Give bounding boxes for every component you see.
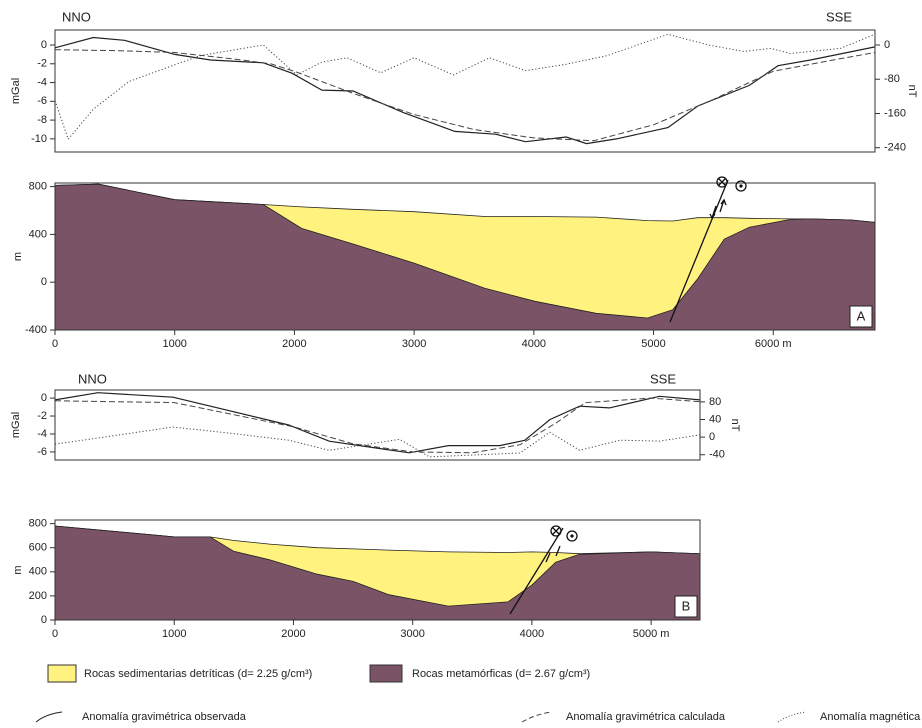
y2-tick-label: 80 bbox=[709, 396, 721, 408]
y-axis-label: mGal bbox=[10, 78, 22, 104]
series-line bbox=[54, 33, 876, 141]
y2-tick-label: -240 bbox=[884, 142, 906, 154]
legend-line bbox=[35, 711, 63, 723]
y-tick-label: -2 bbox=[37, 410, 47, 422]
panel-label: B bbox=[682, 598, 691, 613]
legend-label: Rocas metamórficas (d= 2.67 g/cm³) bbox=[412, 668, 590, 680]
x-tick-label: 4000 bbox=[520, 628, 544, 640]
plot-frame bbox=[54, 182, 876, 331]
legend-swatch bbox=[47, 664, 77, 683]
y-axis-label: m bbox=[12, 252, 24, 261]
x-tick-label: 6000 m bbox=[755, 338, 792, 350]
y-tick-label: 400 bbox=[29, 228, 47, 240]
x-tick-label: 3000 bbox=[400, 628, 424, 640]
x-tick-label: 1000 bbox=[162, 628, 186, 640]
series-line bbox=[54, 36, 876, 145]
x-tick-label: 0 bbox=[52, 338, 58, 350]
y-axis-label: mGal bbox=[10, 412, 22, 438]
y-tick-label: -4 bbox=[37, 76, 47, 88]
y-tick-label: 0 bbox=[41, 276, 47, 288]
legend-swatch bbox=[369, 664, 403, 683]
y-axis-label: m bbox=[12, 565, 24, 574]
x-tick-label: 2000 bbox=[281, 628, 305, 640]
panel-label: A bbox=[857, 308, 866, 323]
x-tick-label: 0 bbox=[52, 628, 58, 640]
series-line bbox=[54, 392, 701, 454]
legend-label: Rocas sedimentarias detríticas (d= 2.25 … bbox=[84, 668, 312, 680]
legend-line bbox=[521, 711, 553, 723]
y-tick-label: 800 bbox=[29, 180, 47, 192]
y-tick-label: 400 bbox=[29, 566, 47, 578]
y-tick-label: -400 bbox=[25, 324, 47, 336]
y-tick-label: 0 bbox=[41, 39, 47, 51]
panel-label-box bbox=[674, 595, 698, 618]
series-line bbox=[54, 49, 876, 142]
x-tick-label: 5000 m bbox=[633, 628, 670, 640]
legend-label: Anomalía magnética bbox=[820, 711, 921, 723]
y-tick-label: 0 bbox=[41, 392, 47, 404]
x-tick-label: 2000 bbox=[282, 338, 306, 350]
annotation: SSE bbox=[826, 9, 852, 24]
y2-axis-label: nT bbox=[906, 85, 918, 98]
fault-b bbox=[509, 525, 578, 615]
annotation: NNO bbox=[78, 371, 107, 386]
x-tick-label: 1000 bbox=[162, 338, 186, 350]
y2-tick-label: 40 bbox=[709, 413, 721, 425]
y2-tick-label: -40 bbox=[709, 449, 725, 461]
x-tick-label: 3000 bbox=[402, 338, 426, 350]
fault-a bbox=[669, 176, 747, 323]
legend-label: Anomalía gravimétrica calculada bbox=[566, 711, 726, 723]
y-tick-label: 800 bbox=[29, 518, 47, 530]
y-tick-label: -2 bbox=[37, 58, 47, 70]
annotation: NNO bbox=[62, 9, 91, 24]
y-tick-label: 600 bbox=[29, 542, 47, 554]
y2-tick-label: -160 bbox=[884, 107, 906, 119]
plot-frame bbox=[54, 389, 701, 461]
y-tick-label: -10 bbox=[31, 133, 47, 145]
legend-label: Anomalía gravimétrica observada bbox=[82, 711, 247, 723]
series-line bbox=[54, 426, 701, 458]
panel: 80 40 0 -40 nT NNO SSE 0 -2 -4 -6 mGal bbox=[10, 371, 741, 460]
y-tick-label: -6 bbox=[37, 446, 47, 458]
y2-axis-label: nT bbox=[729, 419, 741, 432]
y-tick-label: -8 bbox=[37, 114, 47, 126]
panel: 0 -80 -160 -240 nT NNO SSE 0 -2 -4 -6 -8 -10 mGal bbox=[10, 9, 918, 153]
y-tick-label: 200 bbox=[29, 590, 47, 602]
x-tick-label: 5000 bbox=[641, 338, 665, 350]
y-tick-label: -6 bbox=[37, 95, 47, 107]
legend-line bbox=[777, 711, 807, 723]
plot-frame bbox=[54, 519, 701, 621]
y2-tick-label: 0 bbox=[709, 431, 715, 443]
series-line bbox=[54, 397, 701, 454]
y2-tick-label: -80 bbox=[884, 73, 900, 85]
legend: Rocas sedimentarias detríticas (d= 2.25 … bbox=[35, 664, 921, 723]
panel-label-box bbox=[849, 305, 873, 328]
y2-tick-label: 0 bbox=[884, 39, 890, 51]
x-tick-label: 4000 bbox=[522, 338, 546, 350]
rock-unit bbox=[54, 183, 876, 331]
plot-frame bbox=[54, 29, 876, 153]
y-tick-label: -4 bbox=[37, 428, 47, 440]
annotation: SSE bbox=[650, 371, 676, 386]
y-tick-label: 0 bbox=[41, 614, 47, 626]
